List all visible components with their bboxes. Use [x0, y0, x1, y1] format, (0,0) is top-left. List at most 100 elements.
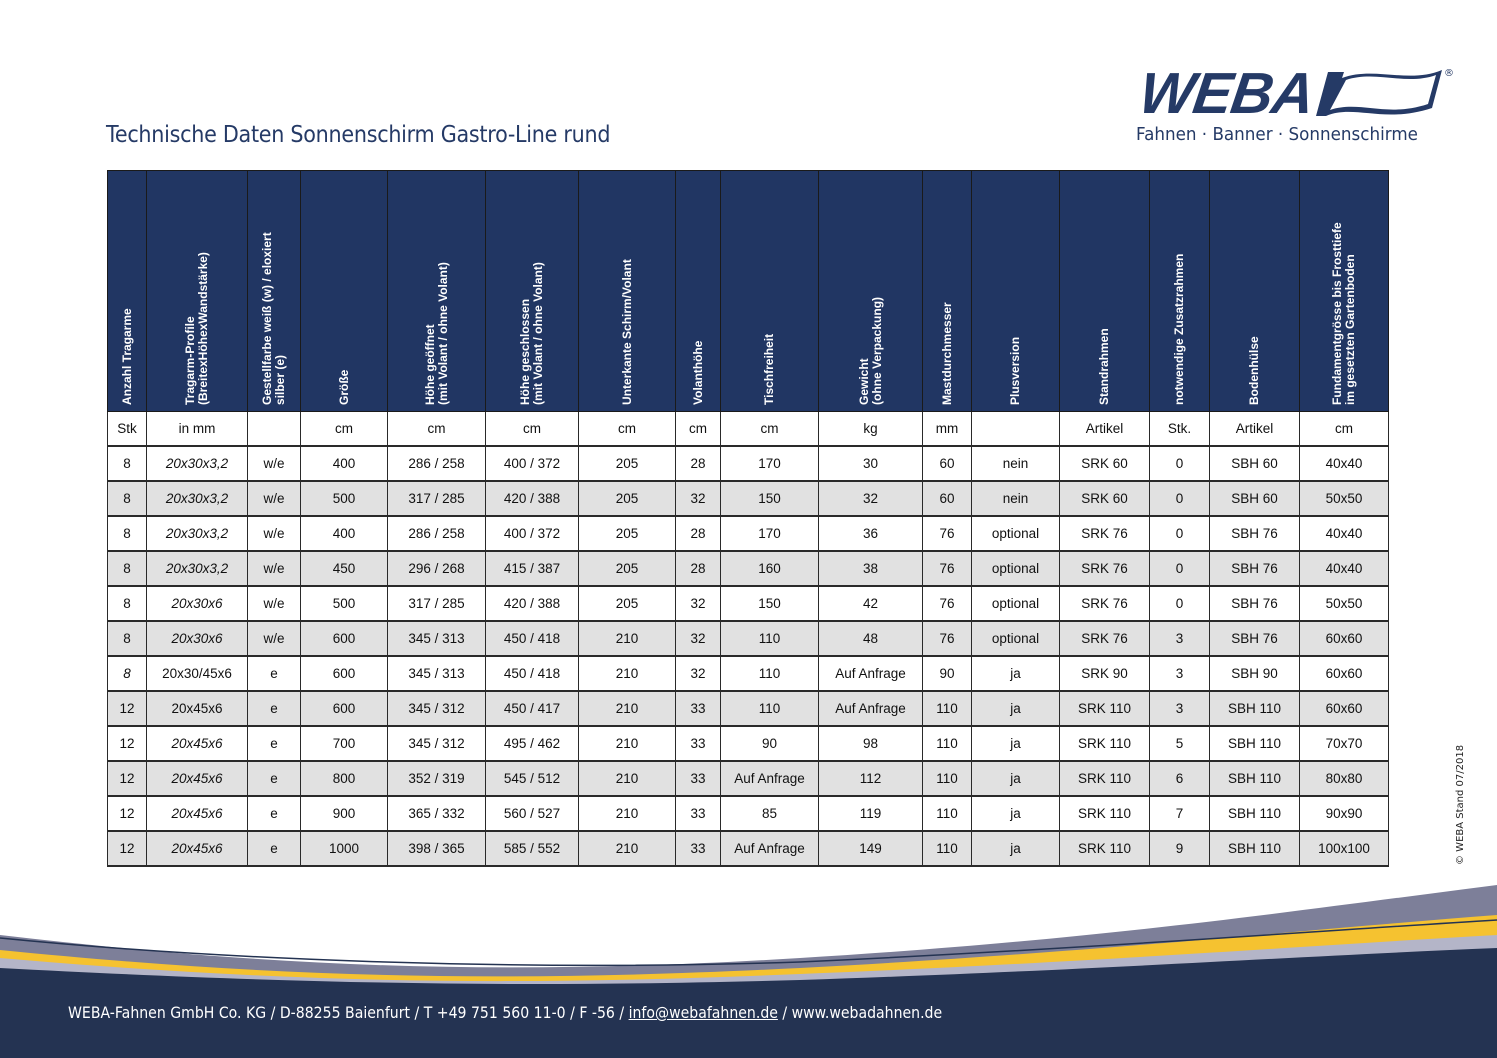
table-cell: 210 — [578, 725, 676, 762]
table-cell: 33 — [675, 830, 721, 867]
unit-cell: Stk. — [1149, 411, 1210, 447]
weba-logo: WEBA ® Fahnen · Banner · Sonnenschirme — [1135, 60, 1456, 150]
table-cell: 60x60 — [1299, 620, 1389, 657]
table-cell: 20x45x6 — [146, 690, 248, 727]
column-header: Größe — [300, 170, 388, 412]
unit-cell: cm — [675, 411, 721, 447]
table-cell: SBH 110 — [1209, 830, 1300, 867]
table-cell: 110 — [922, 690, 972, 727]
table-cell: 8 — [107, 585, 147, 622]
table-cell: SRK 110 — [1059, 830, 1150, 867]
table-cell: ja — [971, 760, 1060, 797]
table-cell: e — [247, 690, 301, 727]
table-cell: 400 / 372 — [485, 445, 579, 482]
table-cell: 20x30x6 — [146, 585, 248, 622]
table-row: 8 20x30x3,2 w/e 500 317 / 285 420 / 388 205 32 1… — [107, 480, 1389, 517]
logo-tagline: Fahnen · Banner · Sonnenschirme — [1136, 124, 1418, 145]
table-cell: 9 — [1149, 830, 1210, 867]
table-cell: 205 — [578, 445, 676, 482]
column-header: Fundamentgrösse bis Frosttiefe im gesetz… — [1299, 170, 1389, 412]
column-header: Volanthöhe — [675, 170, 721, 412]
units-row: Stk in mm cm cm cm cm cm cm kg mm Artikel Stk. Artik… — [107, 411, 1389, 447]
table-cell: 12 — [107, 830, 147, 867]
table-cell: SBH 76 — [1209, 585, 1300, 622]
column-header: Unterkante Schirm/Volant — [578, 170, 676, 412]
table-cell: SBH 76 — [1209, 550, 1300, 587]
table-cell: 112 — [818, 760, 923, 797]
table-cell: optional — [971, 585, 1060, 622]
column-header-label: Größe — [336, 369, 351, 405]
table-cell: SBH 60 — [1209, 480, 1300, 517]
table-cell: 560 / 527 — [485, 795, 579, 832]
unit-cell: cm — [387, 411, 486, 447]
table-cell: SRK 90 — [1059, 655, 1150, 692]
table-cell: SBH 110 — [1209, 690, 1300, 727]
table-cell: 365 / 332 — [387, 795, 486, 832]
table-cell: 415 / 387 — [485, 550, 579, 587]
table-cell: 20x30x3,2 — [146, 515, 248, 552]
table-cell: SRK 110 — [1059, 795, 1150, 832]
table-cell: 286 / 258 — [387, 445, 486, 482]
table-cell: 33 — [675, 795, 721, 832]
table-cell: 345 / 312 — [387, 690, 486, 727]
table-cell: 600 — [300, 655, 388, 692]
table-cell: 80x80 — [1299, 760, 1389, 797]
column-header: Gestellfarbe weiß (w) / eloxiert silber … — [247, 170, 301, 412]
table-cell: 38 — [818, 550, 923, 587]
table-cell: Auf Anfrage — [818, 655, 923, 692]
email-link[interactable]: info@webafahnen.de — [628, 1003, 778, 1022]
table-cell: 20x30x6 — [146, 620, 248, 657]
table-cell: 450 / 418 — [485, 655, 579, 692]
table-cell: e — [247, 655, 301, 692]
table-cell: e — [247, 725, 301, 762]
table-cell: 36 — [818, 515, 923, 552]
column-header-label: Tragarm-Profile (BreitexHöhexWandstärke) — [183, 252, 210, 405]
table-cell: optional — [971, 515, 1060, 552]
table-cell: 0 — [1149, 480, 1210, 517]
unit-cell: cm — [300, 411, 388, 447]
table-cell: 12 — [107, 760, 147, 797]
header-row: Anzahl Tragarme Tragarm-Profile (BreitexH… — [107, 170, 1389, 412]
table-cell: ja — [971, 690, 1060, 727]
column-header-label: Plusversion — [1008, 336, 1022, 405]
column-header: Anzahl Tragarme — [107, 170, 147, 412]
table-cell: 600 — [300, 690, 388, 727]
table-cell: 8 — [107, 515, 147, 552]
table-cell: 76 — [922, 620, 972, 657]
table-cell: 700 — [300, 725, 388, 762]
page-title: Technische Daten Sonnenschirm Gastro-Lin… — [106, 122, 611, 148]
table-cell: optional — [971, 550, 1060, 587]
footer-wave — [0, 885, 1497, 1058]
table-cell: 20x30x3,2 — [146, 480, 248, 517]
table-cell: w/e — [247, 620, 301, 657]
table-row: 8 20x30/45x6 e 600 345 / 313 450 / 418 210 32 11… — [107, 655, 1389, 692]
table-cell: SRK 76 — [1059, 550, 1150, 587]
table-cell: 149 — [818, 830, 923, 867]
table-cell: 90 — [922, 655, 972, 692]
table-cell: 20x45x6 — [146, 760, 248, 797]
table-cell: nein — [971, 480, 1060, 517]
table-cell: Auf Anfrage — [720, 830, 819, 867]
table-cell: 8 — [107, 620, 147, 657]
column-header: Höhe geschlossen (mit Volant / ohne Vola… — [485, 170, 579, 412]
table-cell: 205 — [578, 550, 676, 587]
column-header-label: Fundamentgrösse bis Frosttiefe im gesetz… — [1330, 222, 1357, 405]
table-cell: 420 / 388 — [485, 480, 579, 517]
table-cell: 8 — [107, 445, 147, 482]
table-cell: ja — [971, 795, 1060, 832]
table-cell: 495 / 462 — [485, 725, 579, 762]
table-cell: 3 — [1149, 655, 1210, 692]
table-cell: 545 / 512 — [485, 760, 579, 797]
table-cell: 32 — [675, 480, 721, 517]
unit-cell: kg — [818, 411, 923, 447]
table-row: 8 20x30x3,2 w/e 400 286 / 258 400 / 372 205 28 1… — [107, 445, 1389, 482]
table-cell: 60x60 — [1299, 655, 1389, 692]
table-cell: 110 — [720, 690, 819, 727]
table-cell: 0 — [1149, 445, 1210, 482]
column-header: Plusversion — [971, 170, 1060, 412]
table-cell: 286 / 258 — [387, 515, 486, 552]
table-cell: 32 — [675, 655, 721, 692]
table-row: 12 20x45x6 e 900 365 / 332 560 / 527 210 33 85 11… — [107, 795, 1389, 832]
unit-cell: Artikel — [1059, 411, 1150, 447]
table-cell: ja — [971, 830, 1060, 867]
